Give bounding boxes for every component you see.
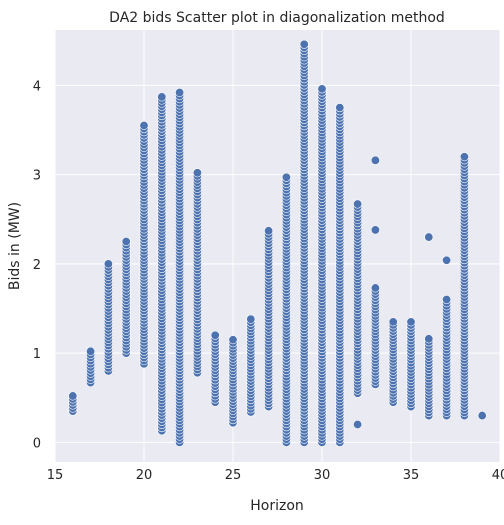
data-point — [388, 317, 398, 327]
y-tick-label: 1 — [33, 347, 41, 362]
data-point — [264, 226, 274, 236]
data-point — [86, 346, 96, 356]
data-point — [139, 121, 149, 131]
data-point — [157, 92, 167, 102]
data-point — [353, 199, 363, 209]
data-point — [228, 335, 238, 345]
data-point — [335, 103, 345, 113]
data-point — [353, 420, 363, 430]
data-point — [121, 237, 131, 247]
x-tick-label: 30 — [314, 468, 331, 483]
data-point — [68, 391, 78, 401]
data-point — [442, 295, 452, 305]
x-tick-label: 15 — [47, 468, 64, 483]
x-tick-label: 40 — [492, 468, 504, 483]
y-tick-label: 2 — [33, 258, 41, 273]
data-point — [424, 334, 434, 344]
data-point — [370, 283, 380, 293]
data-point — [175, 87, 185, 97]
y-tick-label: 3 — [33, 169, 41, 184]
data-point — [103, 259, 113, 269]
data-point — [442, 255, 452, 265]
data-point — [299, 39, 309, 49]
data-point — [370, 225, 380, 235]
y-axis-label: Bids in (MW) — [7, 202, 23, 290]
y-tick-label: 0 — [33, 436, 41, 451]
chart-title: DA2 bids Scatter plot in diagonalization… — [109, 10, 445, 26]
data-point — [192, 168, 202, 178]
data-point — [210, 330, 220, 340]
x-tick-label: 25 — [225, 468, 242, 483]
x-tick-label: 20 — [136, 468, 153, 483]
x-axis-label: Horizon — [250, 498, 304, 514]
data-point — [281, 172, 291, 182]
tick-labels: 15 20 25 30 35 40 0 1 2 3 4 — [33, 79, 504, 483]
data-point — [317, 84, 327, 94]
data-point — [370, 155, 380, 165]
data-points — [68, 39, 487, 447]
data-point — [406, 317, 416, 327]
x-tick-label: 35 — [403, 468, 420, 483]
data-point — [246, 314, 256, 324]
data-point — [477, 411, 487, 421]
data-point — [424, 232, 434, 242]
data-point — [459, 152, 469, 162]
y-tick-label: 4 — [33, 79, 41, 94]
